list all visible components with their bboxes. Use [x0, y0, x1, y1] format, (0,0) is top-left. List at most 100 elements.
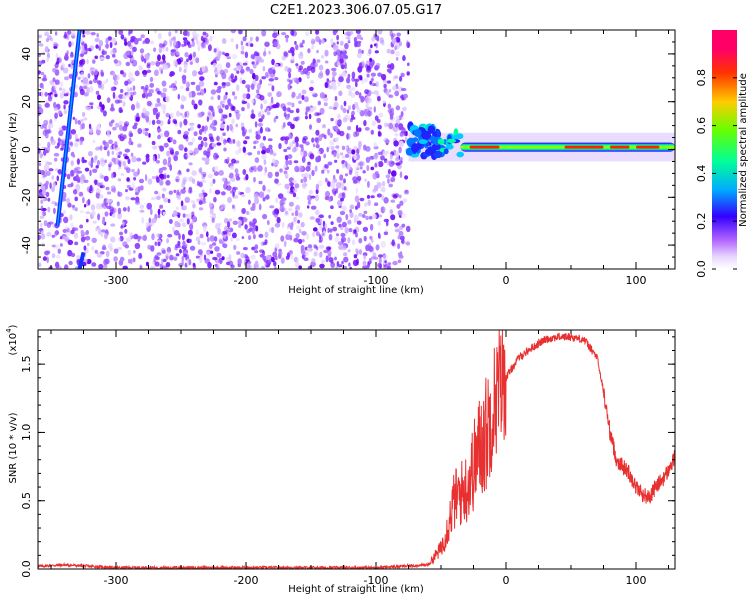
- noise-speckle: [378, 254, 384, 258]
- noise-speckle: [214, 69, 220, 76]
- noise-speckle: [159, 61, 164, 65]
- noise-speckle: [353, 78, 360, 83]
- tone-blob: [446, 138, 456, 143]
- noise-speckle: [247, 87, 250, 93]
- noise-speckle: [327, 128, 331, 136]
- noise-speckle: [259, 249, 265, 254]
- noise-speckle: [57, 248, 61, 254]
- noise-speckle: [391, 38, 397, 45]
- noise-speckle: [311, 137, 315, 143]
- noise-speckle: [339, 210, 346, 216]
- noise-speckle: [97, 213, 101, 221]
- noise-speckle: [172, 40, 179, 48]
- noise-speckle: [109, 246, 113, 252]
- noise-speckle: [125, 189, 128, 193]
- noise-speckle: [136, 157, 142, 162]
- noise-speckle: [158, 145, 164, 149]
- noise-speckle: [398, 140, 404, 148]
- noise-speckle: [380, 240, 386, 248]
- noise-speckle: [242, 62, 248, 66]
- noise-speckle: [236, 65, 242, 71]
- noise-speckle: [318, 214, 325, 219]
- noise-speckle: [310, 66, 316, 73]
- noise-speckle: [128, 130, 133, 138]
- noise-speckle: [120, 34, 125, 40]
- noise-speckle: [229, 165, 235, 171]
- noise-speckle: [71, 204, 76, 208]
- noise-speckle: [100, 175, 105, 179]
- noise-speckle: [54, 31, 58, 36]
- noise-speckle: [310, 91, 316, 95]
- noise-speckle: [283, 164, 287, 169]
- noise-speckle: [139, 264, 143, 269]
- noise-speckle: [87, 73, 91, 79]
- noise-speckle: [403, 131, 408, 137]
- noise-speckle: [288, 159, 293, 166]
- noise-speckle: [124, 155, 129, 160]
- noise-speckle: [55, 53, 58, 59]
- noise-speckle: [77, 188, 80, 196]
- noise-speckle: [263, 159, 267, 166]
- noise-speckle: [184, 111, 188, 118]
- noise-speckle: [292, 192, 297, 198]
- noise-speckle: [335, 187, 339, 194]
- noise-speckle: [180, 85, 184, 89]
- noise-speckle: [395, 42, 401, 50]
- noise-speckle: [281, 136, 287, 141]
- noise-speckle: [228, 174, 234, 179]
- noise-speckle: [358, 161, 364, 167]
- noise-speckle: [293, 237, 299, 243]
- noise-speckle: [109, 206, 114, 213]
- noise-speckle: [245, 84, 251, 89]
- noise-speckle: [230, 237, 233, 242]
- noise-speckle: [238, 30, 243, 35]
- noise-speckle: [94, 249, 99, 254]
- noise-speckle: [148, 119, 152, 126]
- noise-speckle: [252, 218, 257, 225]
- noise-speckle: [338, 90, 343, 97]
- noise-speckle: [158, 47, 163, 54]
- noise-speckle: [363, 77, 369, 83]
- noise-speckle: [386, 68, 392, 73]
- noise-speckle: [389, 154, 393, 160]
- noise-speckle: [94, 179, 98, 186]
- noise-speckle: [368, 215, 373, 220]
- noise-speckle: [38, 34, 42, 39]
- noise-speckle: [367, 199, 371, 206]
- noise-speckle: [264, 71, 269, 79]
- noise-speckle: [134, 70, 140, 77]
- noise-speckle: [264, 195, 270, 200]
- noise-speckle: [244, 51, 249, 59]
- noise-speckle: [380, 155, 385, 161]
- noise-speckle: [303, 96, 309, 103]
- noise-speckle: [230, 38, 234, 43]
- noise-speckle: [150, 265, 156, 269]
- noise-speckle: [123, 38, 127, 42]
- noise-speckle: [198, 181, 203, 188]
- noise-speckle: [181, 256, 185, 262]
- noise-speckle: [294, 165, 300, 173]
- noise-speckle: [351, 71, 356, 79]
- noise-speckle: [403, 93, 408, 99]
- noise-speckle: [336, 61, 341, 67]
- noise-speckle: [242, 128, 248, 135]
- noise-speckle: [270, 256, 275, 263]
- noise-speckle: [360, 37, 364, 41]
- noise-speckle: [307, 48, 311, 54]
- noise-speckle: [374, 65, 380, 69]
- noise-speckle: [56, 57, 60, 65]
- noise-speckle: [231, 54, 238, 60]
- noise-speckle: [185, 87, 190, 92]
- noise-speckle: [202, 173, 206, 178]
- noise-speckle: [392, 85, 397, 91]
- noise-speckle: [330, 205, 334, 210]
- noise-speckle: [111, 37, 117, 45]
- noise-speckle: [83, 245, 87, 251]
- noise-speckle: [64, 52, 69, 56]
- noise-speckle: [322, 124, 326, 129]
- noise-speckle: [101, 219, 105, 225]
- noise-speckle: [118, 30, 124, 35]
- noise-speckle: [57, 142, 60, 148]
- noise-speckle: [210, 89, 217, 95]
- noise-speckle: [272, 104, 278, 109]
